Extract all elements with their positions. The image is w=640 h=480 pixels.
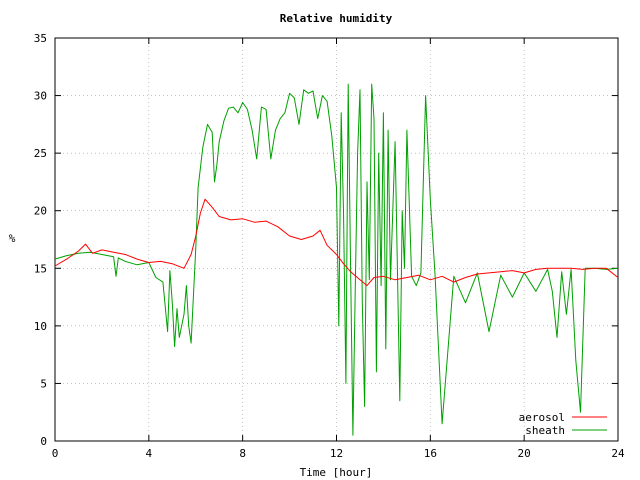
y-tick-label: 5	[40, 377, 47, 390]
grid	[55, 38, 618, 441]
y-tick-label: 0	[40, 435, 47, 448]
y-tick-label: 30	[34, 90, 47, 103]
series-layer	[54, 83, 619, 436]
y-tick-label: 10	[34, 320, 47, 333]
x-axis-label: Time [hour]	[300, 466, 373, 479]
x-axis: 0 4 8 12 16 20 24	[52, 38, 625, 460]
x-tick-label: 4	[146, 447, 153, 460]
y-tick-label: 20	[34, 205, 47, 218]
y-axis-label: %	[9, 232, 16, 245]
legend-label-sheath: sheath	[525, 424, 565, 437]
series-line-aerosol	[54, 198, 619, 287]
x-tick-label: 16	[424, 447, 437, 460]
chart-title: Relative humidity	[280, 12, 393, 25]
legend-label-aerosol: aerosol	[519, 411, 565, 424]
y-tick-label: 25	[34, 147, 47, 160]
x-tick-label: 0	[52, 447, 59, 460]
y-tick-label: 15	[34, 262, 47, 275]
series-line-sheath	[54, 83, 619, 436]
x-tick-label: 24	[611, 447, 625, 460]
x-tick-label: 12	[330, 447, 343, 460]
y-tick-label: 35	[34, 32, 47, 45]
x-tick-label: 8	[239, 447, 246, 460]
y-axis: 0 5 10 15 20 25 30 35	[34, 32, 618, 448]
x-tick-label: 20	[518, 447, 531, 460]
